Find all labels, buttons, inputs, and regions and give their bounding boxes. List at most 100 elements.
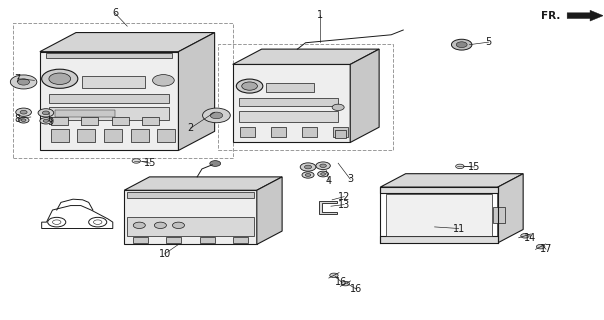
Text: 14: 14 [524, 233, 536, 243]
Circle shape [321, 173, 326, 175]
FancyBboxPatch shape [493, 207, 505, 223]
Polygon shape [257, 177, 282, 244]
FancyBboxPatch shape [130, 129, 149, 141]
Circle shape [302, 172, 314, 178]
FancyBboxPatch shape [112, 117, 129, 125]
FancyBboxPatch shape [82, 117, 98, 125]
FancyBboxPatch shape [387, 194, 492, 236]
Text: 7: 7 [14, 74, 21, 84]
FancyBboxPatch shape [302, 127, 317, 137]
Circle shape [320, 164, 326, 167]
Circle shape [304, 165, 312, 169]
FancyBboxPatch shape [51, 129, 69, 141]
FancyBboxPatch shape [333, 127, 349, 137]
FancyBboxPatch shape [49, 94, 170, 103]
Polygon shape [381, 174, 523, 187]
Text: 15: 15 [468, 162, 481, 172]
Circle shape [236, 79, 263, 93]
Circle shape [456, 42, 467, 48]
Polygon shape [233, 49, 379, 64]
Circle shape [16, 108, 31, 116]
Circle shape [210, 112, 223, 119]
Polygon shape [498, 174, 523, 243]
Text: 8: 8 [14, 114, 21, 124]
Circle shape [318, 171, 329, 177]
Polygon shape [319, 201, 337, 214]
Circle shape [521, 234, 529, 238]
FancyBboxPatch shape [82, 76, 146, 88]
Circle shape [332, 104, 344, 110]
Text: 1: 1 [317, 10, 323, 20]
Circle shape [210, 161, 220, 166]
FancyBboxPatch shape [240, 127, 255, 137]
FancyBboxPatch shape [199, 237, 214, 243]
Polygon shape [40, 52, 178, 150]
Circle shape [300, 163, 316, 171]
Circle shape [305, 173, 310, 176]
FancyBboxPatch shape [127, 193, 254, 198]
Polygon shape [233, 64, 350, 142]
Circle shape [341, 281, 350, 286]
FancyBboxPatch shape [133, 237, 149, 243]
Text: 17: 17 [540, 244, 552, 254]
Text: 2: 2 [187, 123, 194, 133]
Circle shape [155, 222, 167, 228]
FancyBboxPatch shape [158, 129, 175, 141]
Polygon shape [46, 53, 172, 58]
Circle shape [42, 69, 78, 88]
Text: 12: 12 [338, 192, 350, 202]
Polygon shape [124, 190, 257, 244]
FancyBboxPatch shape [239, 98, 338, 106]
FancyBboxPatch shape [127, 217, 254, 236]
FancyBboxPatch shape [49, 107, 170, 120]
Polygon shape [567, 10, 603, 21]
Polygon shape [178, 33, 214, 150]
Circle shape [172, 222, 184, 228]
Text: 9: 9 [47, 117, 53, 127]
Circle shape [153, 75, 174, 86]
Circle shape [242, 82, 257, 90]
Circle shape [43, 119, 48, 122]
Circle shape [132, 159, 141, 163]
Circle shape [451, 39, 472, 50]
Text: 4: 4 [326, 176, 332, 186]
Circle shape [10, 75, 37, 89]
Polygon shape [381, 236, 498, 243]
FancyBboxPatch shape [335, 130, 346, 138]
Text: 16: 16 [350, 284, 362, 294]
Text: 5: 5 [486, 37, 492, 47]
Text: 3: 3 [347, 174, 353, 184]
Text: 11: 11 [452, 223, 465, 234]
FancyBboxPatch shape [77, 129, 95, 141]
Circle shape [20, 110, 27, 114]
Text: 6: 6 [112, 8, 118, 19]
FancyBboxPatch shape [233, 237, 248, 243]
Polygon shape [124, 177, 282, 190]
FancyBboxPatch shape [143, 117, 159, 125]
Circle shape [133, 222, 146, 228]
FancyBboxPatch shape [167, 237, 181, 243]
Circle shape [18, 79, 30, 85]
Circle shape [455, 164, 464, 169]
Circle shape [49, 73, 71, 84]
FancyBboxPatch shape [51, 117, 68, 125]
Circle shape [18, 117, 29, 123]
Circle shape [40, 118, 52, 124]
Text: 13: 13 [338, 200, 350, 210]
Text: 10: 10 [158, 249, 171, 259]
FancyBboxPatch shape [104, 129, 122, 141]
FancyBboxPatch shape [271, 127, 286, 137]
Polygon shape [381, 187, 498, 194]
Text: FR.: FR. [541, 11, 560, 21]
FancyBboxPatch shape [239, 111, 338, 122]
Circle shape [42, 111, 50, 115]
Text: 16: 16 [335, 277, 347, 287]
Circle shape [536, 244, 545, 249]
Circle shape [38, 109, 54, 117]
FancyBboxPatch shape [266, 83, 314, 92]
Circle shape [21, 119, 26, 122]
Circle shape [330, 273, 338, 277]
Text: 15: 15 [144, 158, 156, 168]
FancyBboxPatch shape [55, 110, 115, 117]
Circle shape [202, 108, 230, 123]
